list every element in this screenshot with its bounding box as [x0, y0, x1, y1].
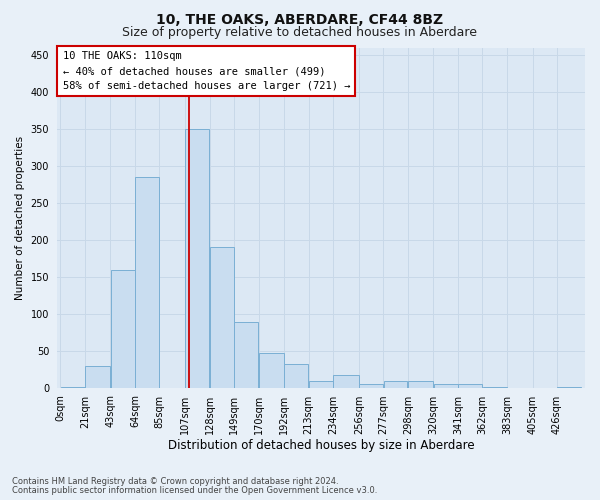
Bar	[259, 352, 284, 388]
Bar	[61, 386, 85, 388]
Text: Contains public sector information licensed under the Open Government Licence v3: Contains public sector information licen…	[12, 486, 377, 495]
Bar	[85, 366, 110, 388]
Bar	[482, 386, 506, 388]
Bar	[210, 248, 234, 388]
Bar	[334, 375, 359, 388]
Text: Size of property relative to detached houses in Aberdare: Size of property relative to detached ho…	[122, 26, 478, 39]
Bar	[185, 129, 209, 388]
Bar	[284, 364, 308, 388]
Bar	[458, 384, 482, 388]
Bar	[135, 177, 159, 388]
Bar	[557, 386, 581, 388]
Text: 10, THE OAKS, ABERDARE, CF44 8BZ: 10, THE OAKS, ABERDARE, CF44 8BZ	[157, 12, 443, 26]
Bar	[408, 381, 433, 388]
Text: 10 THE OAKS: 110sqm
← 40% of detached houses are smaller (499)
58% of semi-detac: 10 THE OAKS: 110sqm ← 40% of detached ho…	[62, 51, 350, 91]
Bar	[383, 381, 407, 388]
Y-axis label: Number of detached properties: Number of detached properties	[15, 136, 25, 300]
Text: Contains HM Land Registry data © Crown copyright and database right 2024.: Contains HM Land Registry data © Crown c…	[12, 477, 338, 486]
Bar	[309, 381, 333, 388]
Bar	[434, 384, 458, 388]
X-axis label: Distribution of detached houses by size in Aberdare: Distribution of detached houses by size …	[167, 440, 474, 452]
Bar	[359, 384, 383, 388]
Bar	[111, 270, 134, 388]
Bar	[235, 322, 258, 388]
